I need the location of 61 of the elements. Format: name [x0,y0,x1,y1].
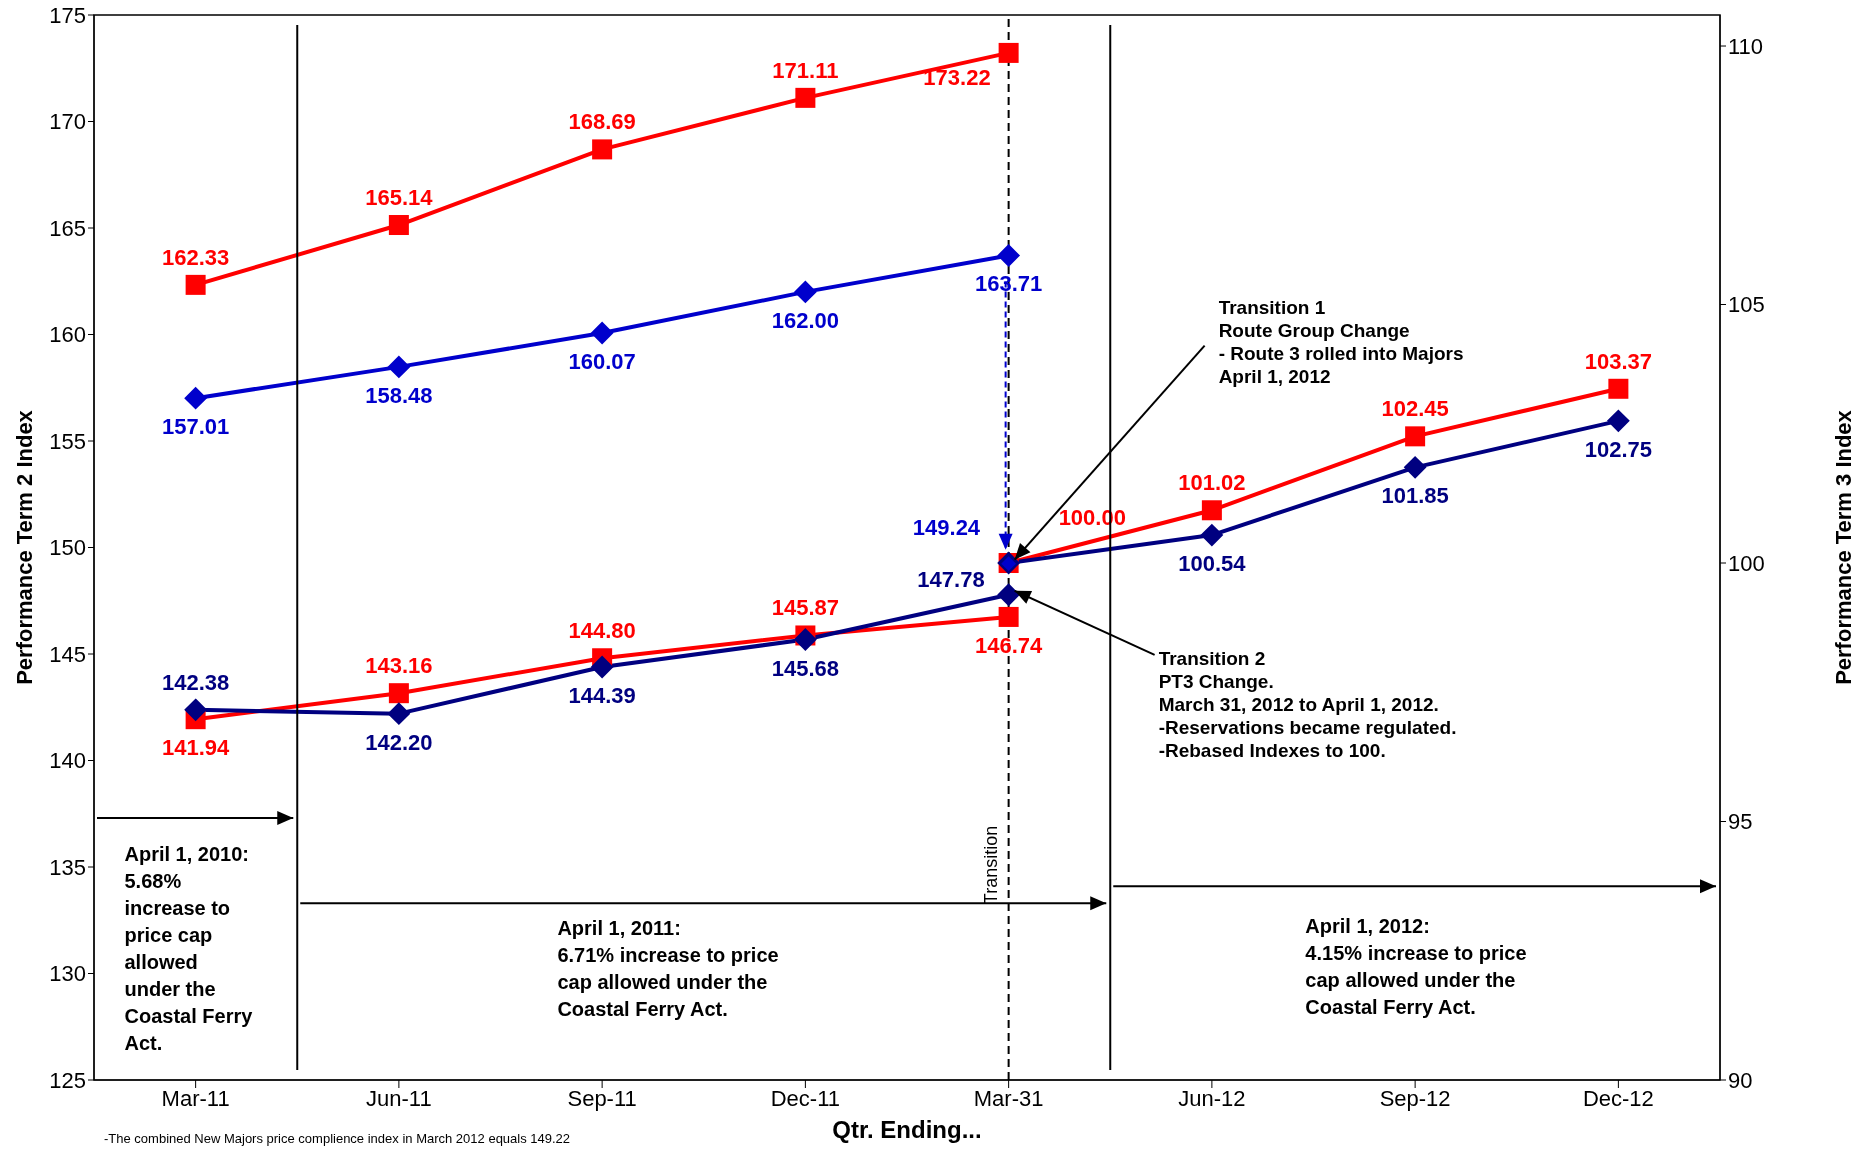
data-label: 171.11 [772,57,839,83]
y-tick-label: 130 [49,961,86,987]
y2-tick-label: 90 [1728,1067,1753,1093]
y-tick-label: 175 [49,2,86,28]
y2-tick-label: 100 [1728,550,1765,576]
y-tick-label: 125 [49,1067,86,1093]
data-label: 145.68 [771,655,840,681]
data-label: 147.78 [917,566,985,592]
data-label: 162.00 [771,307,840,333]
annotation: Transition 1 Route Group Change - Route 3 rolled into Majors April 1, 2012 [1218,296,1464,387]
text: -The combined New Majors price complience index in March 2012 equals 149.22 [104,1131,571,1146]
x-tick-label: Mar-31 [973,1085,1044,1111]
data-label: 142.20 [365,729,433,755]
data-label: 101.85 [1381,483,1449,509]
y-tick-label: 165 [49,215,86,241]
data-label: 142.38 [161,669,230,695]
data-label: 160.07 [568,349,636,375]
data-label: 103.37 [1584,348,1653,374]
data-label: 143.16 [365,653,433,679]
data-label: 157.01 [161,414,230,440]
y-tick-label: 135 [49,854,86,880]
data-label: 173.22 [923,64,991,90]
y-tick-label: 155 [49,428,86,454]
data-label: 165.14 [365,185,434,211]
y2-tick-label: 105 [1728,292,1765,318]
annotation: April 1, 2011: 6.71% increase to price cap allowed under the Coastal Ferry Act. [557,917,779,1021]
data-label: 100.54 [1178,551,1247,577]
y-tick-label: 170 [49,109,86,135]
data-label: 158.48 [365,382,433,408]
y-tick-label: 140 [49,748,86,774]
y2-tick-label: 110 [1728,33,1764,59]
y2-tick-label: 95 [1728,809,1753,835]
x-tick-label: Dec-12 [1582,1085,1654,1111]
y-tick-label: 150 [49,535,86,561]
data-label: 144.39 [568,682,636,708]
x-tick-label: Jun-12 [1178,1085,1246,1111]
data-label: 149.24 [912,515,981,541]
x-tick-label: Mar-11 [161,1085,230,1111]
data-label: 102.75 [1584,436,1653,462]
annotation: April 1, 2012: 4.15% increase to price cap allowed under the Coastal Ferry Act. [1305,915,1527,1019]
x-axis-title: Qtr. Ending... [832,1116,982,1143]
data-label: 141.94 [161,735,231,761]
data-label: 144.80 [568,618,636,644]
data-label: 102.45 [1381,396,1449,422]
ref-line-label: Transition [980,825,1001,905]
x-tick-label: Jun-11 [366,1085,432,1111]
data-label: 145.87 [771,595,840,621]
annotation: Transition 2 PT3 Change. March 31, 2012 to April 1, 2012. -Reservations became regulated. -Rebased Indexes to 100. [1158,647,1457,761]
data-label: 162.33 [161,244,230,270]
y-tick-label: 160 [49,322,86,348]
y2-axis-title: Performance Term 3 Index [1830,409,1856,685]
annotation: April 1, 2010: 5.68% increase to price cap allowed under the Coastal Ferry Act. [124,842,254,1054]
data-label: 101.02 [1178,470,1246,496]
data-label: 163.71 [974,271,1043,297]
y-axis-title: Performance Term 2 Index [11,409,37,685]
data-label: 146.74 [974,632,1044,658]
y-tick-label: 145 [49,641,86,667]
x-tick-label: Sep-11 [567,1085,637,1111]
x-tick-label: Dec-11 [770,1085,841,1111]
data-label: 168.69 [568,109,636,135]
x-tick-label: Sep-12 [1379,1085,1451,1111]
